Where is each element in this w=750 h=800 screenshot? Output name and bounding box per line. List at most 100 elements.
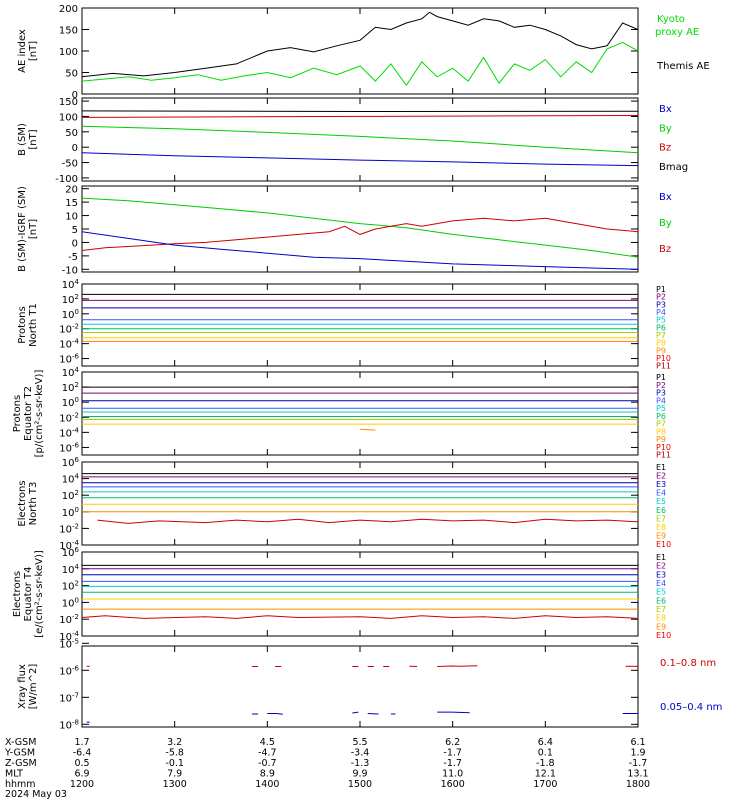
- ephemeris-value: 1700: [533, 779, 557, 790]
- legend-entry: E8: [656, 523, 666, 532]
- ephemeris-value: -0.1: [165, 758, 184, 769]
- ephemeris-value: 9.9: [352, 769, 367, 780]
- legend-entry: E9: [656, 622, 666, 631]
- ephemeris-value: 0.5: [74, 758, 89, 769]
- legend-entry: P7: [656, 331, 666, 340]
- legend-entry: Bmag: [659, 162, 688, 173]
- ephemeris-value: 5.5: [352, 737, 367, 748]
- ephemeris-value: 1500: [348, 779, 372, 790]
- ephemeris-value: -1.7: [629, 758, 648, 769]
- legend-entry: P3: [656, 300, 666, 309]
- y-tick-label: 106: [62, 546, 80, 559]
- y-tick-label: 150: [59, 26, 78, 37]
- series-line-0-05-0-4-nm: [352, 711, 359, 714]
- ephemeris-value: 1400: [255, 779, 279, 790]
- ephemeris-value: -6.4: [73, 748, 92, 759]
- y-tick-label: 10-8: [59, 718, 79, 731]
- legend-entry: P8: [656, 427, 666, 436]
- y-tick-label: 100: [62, 308, 79, 321]
- series-line-themis-ae: [81, 11, 639, 78]
- ephemeris-value: 1200: [70, 779, 94, 790]
- legend-entry: E8: [656, 614, 666, 623]
- y-tick-label: 10-6: [59, 353, 79, 366]
- panel-frame: [81, 97, 639, 182]
- y-tick-label: 102: [62, 489, 79, 502]
- ephemeris-value: -5.8: [165, 748, 184, 759]
- ephemeris-value: 7.9: [167, 769, 182, 780]
- legend-entry: E10: [656, 540, 671, 549]
- legend-entry: E7: [656, 514, 666, 523]
- y-tick-label: 10-6: [59, 664, 79, 677]
- y-tick-label: 100: [59, 112, 78, 123]
- legend-entry: By: [659, 123, 672, 134]
- y-tick-label: 106: [62, 456, 80, 469]
- ephemeris-value: 3.2: [167, 737, 182, 748]
- legend-entry: P4: [656, 308, 666, 317]
- legend-entry: Bz: [659, 143, 671, 154]
- series-line-0-05-0-4-nm: [437, 711, 470, 714]
- y-tick-label: 102: [62, 580, 79, 593]
- y-axis-label: North T1: [28, 303, 39, 347]
- ephemeris-value: 12.1: [535, 769, 556, 780]
- y-tick-label: 10-4: [59, 539, 79, 552]
- y-axis-label: North T3: [28, 482, 39, 526]
- legend-entry: P9: [656, 346, 666, 355]
- panel-frame: [81, 7, 639, 95]
- series-line-by: [81, 125, 639, 154]
- legend-entry: P10: [656, 354, 671, 363]
- y-axis-label: Electrons: [12, 571, 23, 617]
- series-line-kyoto-proxy-ae: [81, 41, 639, 87]
- legend-entry: P4: [656, 396, 666, 405]
- series-line-bx: [81, 231, 639, 270]
- ephemeris-value: 0.1: [538, 748, 553, 759]
- y-tick-label: 10-4: [59, 630, 79, 643]
- legend-entry: E3: [656, 480, 666, 489]
- legend-entry: P1: [656, 285, 666, 294]
- ephemeris-row-label: Y-GSM: [4, 748, 35, 759]
- y-tick-label: 100: [62, 396, 79, 409]
- legend-entry: 0.1–0.8 nm: [660, 658, 716, 669]
- ephemeris-value: -1.8: [536, 758, 555, 769]
- panel-frame: [81, 645, 639, 728]
- legend-entry: Bz: [659, 244, 671, 255]
- legend-entry: E4: [656, 579, 666, 588]
- y-tick-label: 0: [72, 143, 78, 154]
- ephemeris-value: -3.4: [351, 748, 370, 759]
- y-axis-label: [W/m^2]: [28, 664, 39, 710]
- legend-entry: E6: [656, 506, 666, 515]
- legend-entry: E6: [656, 596, 666, 605]
- ephemeris-value: -4.7: [258, 748, 277, 759]
- y-axis-label: [nT]: [28, 41, 39, 61]
- ephemeris-value: 1.9: [630, 748, 645, 759]
- legend-entry: P5: [656, 404, 666, 413]
- y-axis-label: Electrons: [17, 480, 28, 526]
- legend-entry: P6: [656, 412, 666, 421]
- legend-entry: E3: [656, 570, 666, 579]
- series-line-0-05-0-4-nm: [267, 713, 283, 715]
- y-axis-label: AE index: [17, 29, 28, 73]
- y-axis-label: Equator T2: [23, 386, 34, 441]
- legend-entry: P2: [656, 381, 666, 390]
- legend-entry: E2: [656, 562, 666, 571]
- y-tick-label: 10-4: [59, 426, 79, 439]
- y-axis-label: Protons: [17, 306, 28, 343]
- series-line-p9: [359, 428, 376, 431]
- series-line-bz: [81, 115, 639, 118]
- y-tick-label: 10-4: [59, 338, 79, 351]
- panel-frame: [81, 283, 639, 367]
- legend-entry: P6: [656, 323, 666, 332]
- series-line-e10: [97, 518, 639, 524]
- legend-entry: P10: [656, 443, 671, 452]
- y-tick-label: 10-2: [59, 613, 79, 626]
- legend-entry: E5: [656, 497, 666, 506]
- y-tick-label: 10-2: [59, 522, 79, 535]
- y-tick-label: 0: [72, 90, 78, 101]
- legend-entry: P11: [656, 451, 671, 460]
- y-tick-label: 0: [72, 238, 78, 249]
- y-tick-label: 200: [59, 4, 78, 15]
- date-label: 2024 May 03: [5, 789, 67, 800]
- legend-entry: E1: [656, 463, 666, 472]
- series-line-bx: [81, 152, 639, 167]
- y-axis-label: B (SM)-IGRF (SM): [17, 186, 28, 272]
